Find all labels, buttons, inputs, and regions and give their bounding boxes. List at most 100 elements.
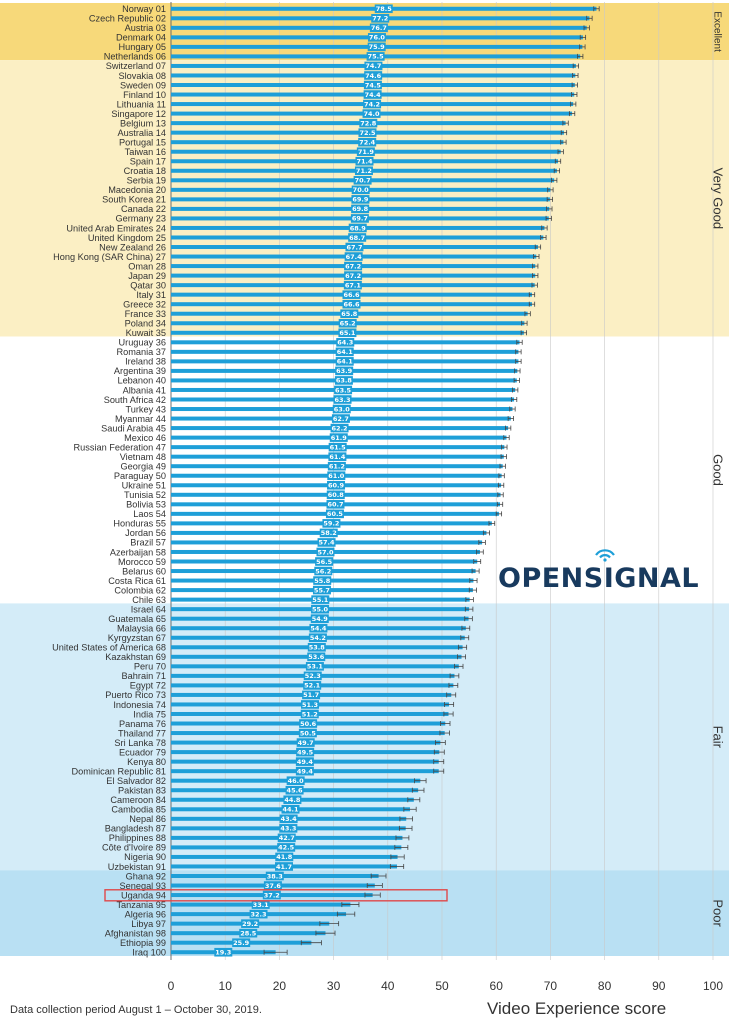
- value-label-box: [277, 843, 296, 852]
- category-label: Nepal 86: [129, 814, 166, 824]
- value-label: 55.8: [314, 577, 331, 585]
- category-label: New Zealand 26: [99, 242, 166, 252]
- value-label-box: [334, 376, 353, 385]
- band-label: Very Good: [711, 168, 726, 229]
- value-label-box: [316, 547, 335, 557]
- category-label: Australia 14: [117, 128, 166, 138]
- category-label: Puerto Rico 73: [105, 690, 166, 700]
- category-label: Vietnam 48: [120, 452, 166, 462]
- category-label: Mexico 46: [124, 433, 166, 443]
- x-tick-label: 20: [273, 979, 287, 993]
- value-label-box: [348, 223, 367, 233]
- value-label: 60.9: [328, 482, 345, 490]
- value-label: 74.6: [365, 72, 382, 80]
- value-label-box: [332, 404, 351, 414]
- value-label: 74.4: [365, 91, 382, 99]
- value-label-box: [327, 461, 346, 471]
- category-label: Oman 28: [128, 261, 166, 271]
- category-label: Kazakhstan 69: [105, 652, 166, 662]
- category-label: Nigeria 90: [124, 852, 166, 862]
- category-label: Slovakia 08: [119, 71, 167, 81]
- value-label-box: [348, 233, 367, 242]
- x-tick-labels: 0 10 20 30 40 50 60 70 80 90 100: [168, 979, 724, 993]
- category-label: Saudi Arabia 45: [101, 423, 166, 433]
- category-label: South Korea 21: [102, 195, 166, 205]
- value-label: 65.2: [340, 320, 356, 328]
- value-label-box: [296, 738, 315, 747]
- value-label-box: [344, 271, 363, 280]
- value-label: 38.3: [267, 872, 283, 880]
- category-label: Morocco 59: [118, 557, 166, 567]
- value-label-box: [295, 757, 314, 766]
- value-label: 61.4: [329, 453, 346, 461]
- value-label: 53.1: [307, 663, 324, 671]
- value-label: 49.4: [297, 767, 314, 775]
- band-label: Poor: [711, 899, 726, 927]
- value-label: 76.0: [369, 34, 386, 42]
- value-label-box: [374, 4, 393, 14]
- x-tick-label: 80: [598, 979, 612, 993]
- value-label-box: [344, 252, 363, 261]
- value-label: 58.2: [321, 529, 337, 537]
- value-label-box: [263, 881, 282, 890]
- x-axis-title: Video Experience score: [487, 999, 667, 1018]
- category-label: Laos 54: [133, 509, 166, 519]
- value-label-box: [303, 671, 322, 681]
- category-label: Canada 22: [121, 204, 166, 214]
- category-label: Bahrain 71: [122, 671, 166, 681]
- value-label: 61.2: [329, 463, 345, 471]
- value-label: 25.9: [233, 939, 250, 947]
- value-label-box: [309, 623, 328, 633]
- value-label: 50.5: [300, 729, 317, 737]
- category-label: Turkey 43: [125, 404, 166, 414]
- value-label-box: [307, 642, 326, 652]
- value-label: 69.8: [352, 205, 369, 213]
- category-label: Costa Rica 61: [108, 576, 166, 586]
- x-tick-label: 0: [168, 979, 175, 993]
- category-label: Senegal 93: [120, 881, 167, 891]
- value-label-box: [239, 928, 258, 938]
- value-label-box: [314, 566, 333, 576]
- category-label: Italy 31: [136, 290, 166, 300]
- value-label-box: [305, 662, 324, 671]
- value-label-box: [327, 480, 346, 490]
- value-label: 67.2: [345, 262, 361, 270]
- value-label: 64.3: [337, 339, 353, 347]
- value-label: 54.4: [310, 625, 327, 633]
- value-label-box: [249, 909, 268, 919]
- value-label: 65.8: [341, 310, 358, 318]
- value-label-box: [296, 747, 315, 757]
- value-label: 61.9: [331, 434, 348, 442]
- value-label-box: [351, 204, 370, 214]
- value-label-box: [283, 795, 302, 805]
- value-label: 55.1: [312, 596, 329, 604]
- category-label: India 75: [133, 709, 166, 719]
- value-label-box: [335, 347, 354, 357]
- category-label: Paraguay 50: [114, 471, 166, 481]
- value-label: 53.8: [309, 644, 326, 652]
- value-label-box: [342, 299, 361, 309]
- value-label: 44.8: [284, 796, 301, 804]
- category-label: Finland 10: [123, 90, 166, 100]
- value-label: 43.4: [281, 815, 298, 823]
- category-label: Uganda 94: [121, 890, 166, 900]
- value-label: 56.2: [315, 567, 331, 575]
- value-label-box: [354, 166, 373, 176]
- value-label: 53.6: [308, 653, 325, 661]
- value-label-box: [334, 385, 353, 395]
- value-label: 49.4: [297, 758, 314, 766]
- value-label-box: [338, 318, 357, 328]
- value-label-box: [326, 500, 345, 509]
- value-label-box: [277, 833, 296, 843]
- value-label-box: [251, 900, 270, 909]
- value-label: 46.0: [288, 777, 305, 785]
- value-label: 49.7: [298, 739, 314, 747]
- category-label: Uruguay 36: [119, 338, 167, 348]
- value-label-box: [303, 681, 322, 690]
- category-label: Romania 37: [116, 347, 166, 357]
- category-label: Georgia 49: [121, 462, 166, 472]
- category-label: Chile 63: [132, 595, 166, 605]
- value-label: 37.6: [265, 882, 282, 890]
- value-label: 52.3: [305, 672, 321, 680]
